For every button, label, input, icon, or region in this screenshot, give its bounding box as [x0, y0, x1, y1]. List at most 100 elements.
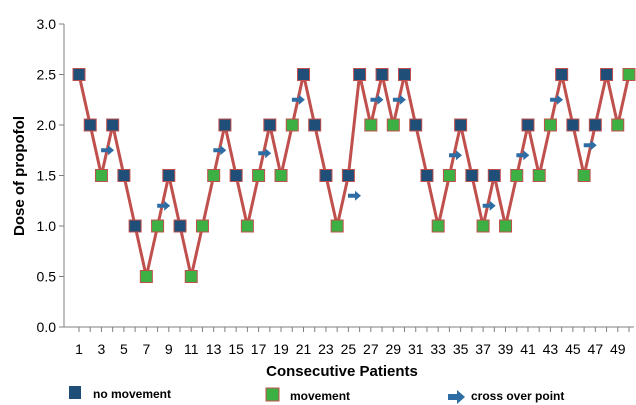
x-tick-label: 25 — [341, 341, 357, 357]
x-tick-label: 19 — [273, 341, 289, 357]
x-tick-label: 3 — [98, 341, 106, 357]
crossover-arrow-icon — [348, 190, 361, 201]
no-movement-marker — [398, 68, 412, 81]
x-tick-label: 31 — [408, 341, 424, 357]
no-movement-marker — [420, 169, 434, 182]
no-movement-marker — [83, 118, 97, 132]
crossover-arrow-icon — [482, 200, 496, 211]
x-tick-label: 49 — [610, 341, 626, 357]
no-movement-marker — [341, 169, 355, 182]
no-movement-marker — [555, 68, 569, 81]
x-tick-label: 29 — [385, 341, 401, 357]
series-line — [77, 73, 631, 278]
movement-marker — [195, 219, 209, 233]
x-axis-title: Consecutive Patients — [266, 363, 418, 380]
x-tick-label: 17 — [251, 341, 267, 357]
movement-marker — [476, 219, 490, 233]
x-tick-label: 27 — [363, 341, 379, 357]
no-movement-marker — [487, 169, 501, 182]
movement-marker — [543, 118, 557, 132]
no-movement-marker — [173, 219, 187, 233]
y-axis-title: Dose of propofol — [11, 116, 28, 236]
no-movement-marker — [296, 68, 310, 81]
x-tick-label: 15 — [228, 341, 244, 357]
x-tick-label: 33 — [430, 341, 446, 357]
movement-marker — [330, 219, 344, 233]
no-movement-marker — [106, 118, 120, 132]
x-tick-label: 35 — [453, 341, 469, 357]
legend-arrow-icon — [448, 390, 465, 404]
series-markers — [72, 68, 636, 283]
no-movement-marker — [353, 68, 367, 81]
movement-marker — [622, 68, 636, 81]
no-movement-marker — [566, 118, 580, 132]
x-tick-label: 41 — [520, 341, 536, 357]
no-movement-marker — [263, 118, 277, 132]
no-movement-marker — [521, 118, 535, 132]
movement-marker — [364, 118, 378, 132]
movement-marker — [274, 169, 288, 182]
movement-marker — [207, 169, 221, 182]
y-tick-label: 1.5 — [37, 168, 57, 184]
crossover-arrow-icon — [550, 94, 564, 105]
y-tick-label: 2.5 — [37, 67, 57, 83]
x-tick-label: 1 — [75, 341, 83, 357]
crossover-arrow-icon — [291, 94, 305, 105]
no-movement-marker — [588, 118, 602, 132]
no-movement-marker — [454, 118, 468, 132]
movement-marker — [285, 118, 299, 132]
no-movement-marker — [162, 169, 176, 182]
crossover-arrow-icon — [157, 200, 171, 211]
y-tick-label: 1.0 — [37, 218, 57, 234]
x-tick-label: 5 — [120, 341, 128, 357]
x-tick-label: 47 — [588, 341, 604, 357]
legend-swatch-no-movement — [69, 386, 81, 399]
x-tick-label: 21 — [296, 341, 312, 357]
x-tick-label: 39 — [498, 341, 514, 357]
dose-line — [77, 73, 631, 278]
movement-marker — [151, 219, 165, 233]
movement-marker — [252, 169, 266, 182]
movement-marker — [499, 219, 513, 233]
x-tick-label: 13 — [206, 341, 222, 357]
movement-marker — [510, 169, 524, 182]
movement-marker — [532, 169, 546, 182]
movement-marker — [577, 169, 591, 182]
y-axis: 0.0 0.5 1.0 1.5 2.0 2.5 3.0 — [37, 16, 65, 335]
no-movement-marker — [128, 219, 142, 233]
movement-marker — [139, 270, 153, 283]
no-movement-marker — [319, 169, 333, 182]
y-tick-label: 0.0 — [37, 319, 57, 335]
crossover-arrow-icon — [516, 150, 530, 161]
movement-marker — [431, 219, 445, 233]
x-tick-label: 23 — [318, 341, 334, 357]
crossover-arrow-icon — [213, 145, 227, 156]
no-movement-marker — [308, 118, 322, 132]
crossover-arrow-icon — [449, 150, 463, 161]
legend-label-no-movement: no movement — [93, 387, 171, 401]
x-tick-label: 9 — [165, 341, 173, 357]
movement-marker — [611, 118, 625, 132]
no-movement-marker — [600, 68, 614, 81]
movement-marker — [442, 169, 456, 182]
crossover-arrow-icon — [392, 94, 406, 105]
crossover-arrow-icon — [370, 94, 384, 105]
no-movement-marker — [465, 169, 479, 182]
x-tick-label: 43 — [543, 341, 559, 357]
no-movement-marker — [409, 118, 423, 132]
x-tick-label: 45 — [565, 341, 581, 357]
no-movement-marker — [229, 169, 243, 182]
y-tick-label: 2.0 — [37, 117, 57, 133]
movement-marker — [240, 219, 254, 233]
legend-label-crossover: cross over point — [471, 389, 564, 403]
no-movement-marker — [117, 169, 131, 182]
x-tick-label: 11 — [184, 341, 199, 357]
crossover-arrow-icon — [583, 140, 597, 151]
legend-swatch-movement — [265, 387, 280, 402]
movement-marker — [184, 270, 198, 283]
crossover-arrow-icon — [101, 145, 115, 156]
x-axis: 1 3 5 7 9 11 13 15 17 19 21 23 25 27 29 31 33 35 37 39 41 43 4… — [64, 326, 634, 357]
legend: no movement movement cross over point — [69, 386, 564, 404]
movement-marker — [386, 118, 400, 132]
no-movement-marker — [72, 68, 86, 81]
